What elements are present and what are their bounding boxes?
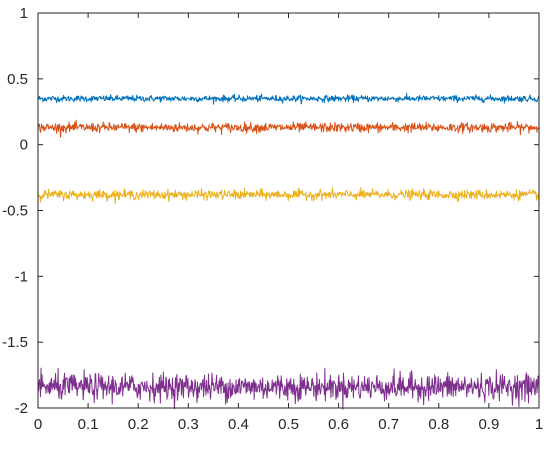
x-tick-label: 0.9 bbox=[478, 416, 499, 433]
x-tick-label: 0.1 bbox=[78, 416, 99, 433]
y-tick-label: -0.5 bbox=[2, 203, 28, 220]
x-tick-label: 0.2 bbox=[128, 416, 149, 433]
x-tick-label: 1 bbox=[535, 416, 543, 433]
series-group bbox=[37, 92, 540, 410]
plot-box bbox=[37, 12, 540, 409]
x-tick-label: 0.7 bbox=[378, 416, 399, 433]
y-tick-label: 0 bbox=[20, 137, 28, 154]
x-axis-ticks: 0 0.1 0.2 0.3 0.4 0.5 0.6 0.7 0.8 0.9 1 bbox=[34, 13, 543, 433]
y-tick-label: -1 bbox=[15, 268, 28, 285]
x-tick-label: 0.8 bbox=[428, 416, 449, 433]
series-line-1 bbox=[37, 92, 540, 105]
x-tick-label: 0.5 bbox=[278, 416, 299, 433]
y-axis-ticks: 1 0.5 0 -0.5 -1 -1.5 -2 bbox=[2, 5, 539, 417]
series-line-2 bbox=[37, 119, 540, 138]
y-tick-label: -2 bbox=[15, 400, 28, 417]
y-tick-label: -1.5 bbox=[2, 334, 28, 351]
x-tick-label: 0.6 bbox=[328, 416, 349, 433]
y-tick-label: 1 bbox=[20, 5, 28, 22]
x-tick-label: 0 bbox=[34, 416, 42, 433]
x-tick-label: 0.4 bbox=[228, 416, 249, 433]
x-tick-label: 0.3 bbox=[178, 416, 199, 433]
series-line-3 bbox=[37, 187, 540, 205]
series-line-4 bbox=[37, 367, 540, 410]
y-tick-label: 0.5 bbox=[7, 71, 28, 88]
